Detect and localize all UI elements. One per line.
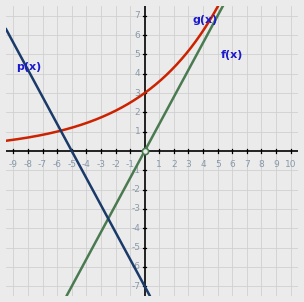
Text: 1: 1 bbox=[157, 160, 162, 169]
Text: 10: 10 bbox=[285, 160, 296, 169]
Text: 1: 1 bbox=[135, 127, 140, 136]
Text: f(x): f(x) bbox=[221, 50, 243, 60]
Text: 3: 3 bbox=[135, 88, 140, 98]
Text: 2: 2 bbox=[171, 160, 177, 169]
Text: -6: -6 bbox=[131, 262, 140, 271]
Text: 8: 8 bbox=[259, 160, 264, 169]
Text: -1: -1 bbox=[126, 160, 135, 169]
Text: 6: 6 bbox=[135, 31, 140, 40]
Text: -4: -4 bbox=[82, 160, 91, 169]
Text: -3: -3 bbox=[96, 160, 105, 169]
Text: -5: -5 bbox=[131, 243, 140, 252]
Text: -4: -4 bbox=[131, 224, 140, 233]
Text: -9: -9 bbox=[9, 160, 18, 169]
Text: 7: 7 bbox=[244, 160, 250, 169]
Text: -6: -6 bbox=[53, 160, 62, 169]
Text: 5: 5 bbox=[135, 50, 140, 59]
Text: -7: -7 bbox=[38, 160, 47, 169]
Text: -2: -2 bbox=[111, 160, 120, 169]
Text: 4: 4 bbox=[200, 160, 206, 169]
Text: p(x): p(x) bbox=[16, 62, 42, 72]
Text: 6: 6 bbox=[230, 160, 235, 169]
Text: -7: -7 bbox=[131, 282, 140, 291]
Text: 4: 4 bbox=[135, 69, 140, 78]
Text: 7: 7 bbox=[135, 11, 140, 20]
Text: -8: -8 bbox=[23, 160, 33, 169]
Text: -5: -5 bbox=[67, 160, 76, 169]
Text: g(x): g(x) bbox=[193, 15, 218, 25]
Text: 3: 3 bbox=[186, 160, 191, 169]
Text: 2: 2 bbox=[135, 108, 140, 117]
Text: -1: -1 bbox=[131, 166, 140, 175]
Text: 5: 5 bbox=[215, 160, 220, 169]
Text: -3: -3 bbox=[131, 204, 140, 214]
Text: -2: -2 bbox=[131, 185, 140, 194]
Text: 9: 9 bbox=[273, 160, 279, 169]
